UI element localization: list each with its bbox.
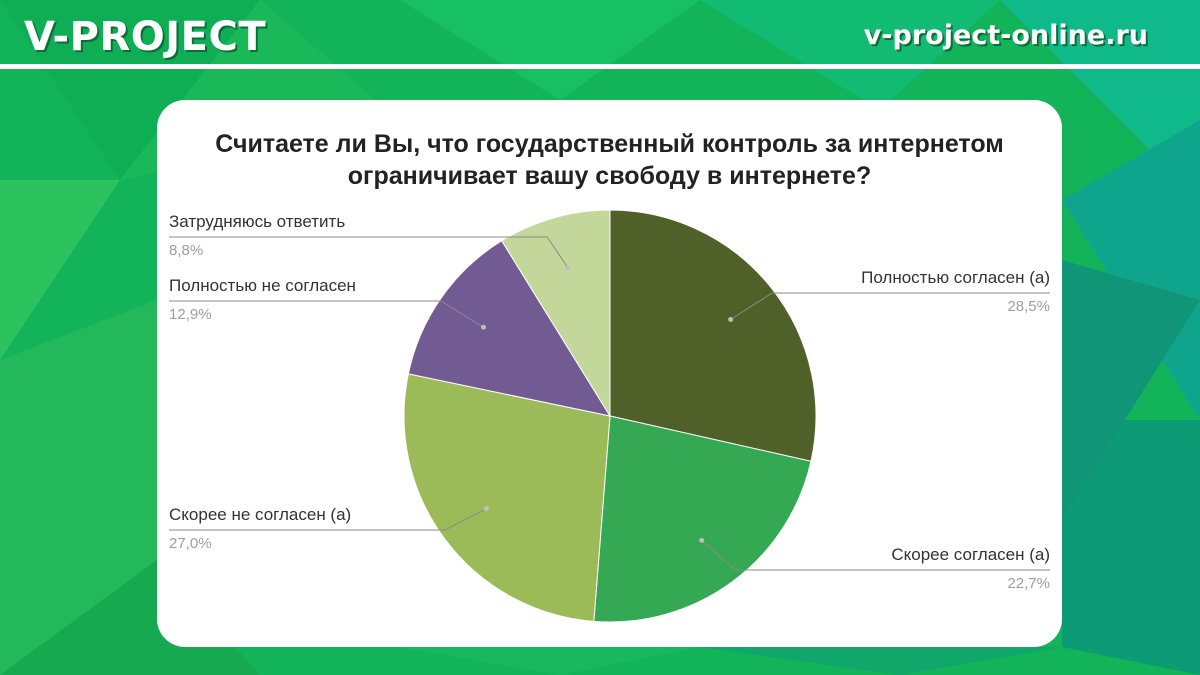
slice-label-4: Полностью не согласен: [169, 276, 356, 295]
pie-labels: Полностью согласен (а) 28,5% Скорее соглас…: [169, 212, 1050, 592]
slice-value-4: 12,9%: [169, 306, 212, 323]
pie-slice-2: [593, 415, 812, 623]
pie-slice-5: [501, 209, 611, 418]
leader-dot-3: [483, 506, 489, 512]
leader-line-1: [730, 292, 1050, 320]
leader-line-5: [169, 236, 569, 268]
slice-label-3: Скорее не согласен (а): [169, 505, 351, 524]
slice-label-1: Полностью согласен (а): [861, 268, 1050, 287]
slice-value-1: 28,5%: [1007, 298, 1050, 315]
pie-slice-4: [407, 240, 612, 417]
pie-slice-1: [609, 209, 817, 462]
site-url: v-project-online.ru: [863, 20, 1148, 51]
slice-value-3: 27,0%: [169, 535, 212, 552]
leader-line-2: [701, 539, 1050, 571]
leader-dot-2: [699, 537, 705, 543]
slice-value-5: 8,8%: [169, 242, 203, 259]
brand-logo-text: V-PROJECT: [24, 14, 267, 60]
chart-title-line-1: Считаете ли Вы, что государственный конт…: [215, 130, 1004, 158]
slice-label-2: Скорее согласен (а): [891, 545, 1050, 564]
chart-title-line-2: ограничивает вашу свободу в интернете?: [347, 162, 872, 190]
leader-dot-5: [565, 264, 571, 270]
slice-value-2: 22,7%: [1007, 575, 1050, 592]
leader-line-4: [169, 300, 484, 328]
pie-chart: Полностью согласен (а) 28,5% Скорее соглас…: [169, 209, 1050, 623]
pie-slices: [403, 209, 817, 623]
chart-title: Считаете ли Вы, что государственный конт…: [157, 128, 1062, 192]
header-divider: [0, 64, 1200, 69]
slice-label-5: Затрудняюсь ответить: [169, 212, 345, 231]
leader-dot-1: [728, 317, 734, 323]
pie-slice-3: [403, 373, 611, 622]
leader-dot-4: [481, 324, 487, 330]
chart-card: Считаете ли Вы, что государственный конт…: [157, 100, 1062, 647]
leader-line-3: [169, 508, 487, 531]
